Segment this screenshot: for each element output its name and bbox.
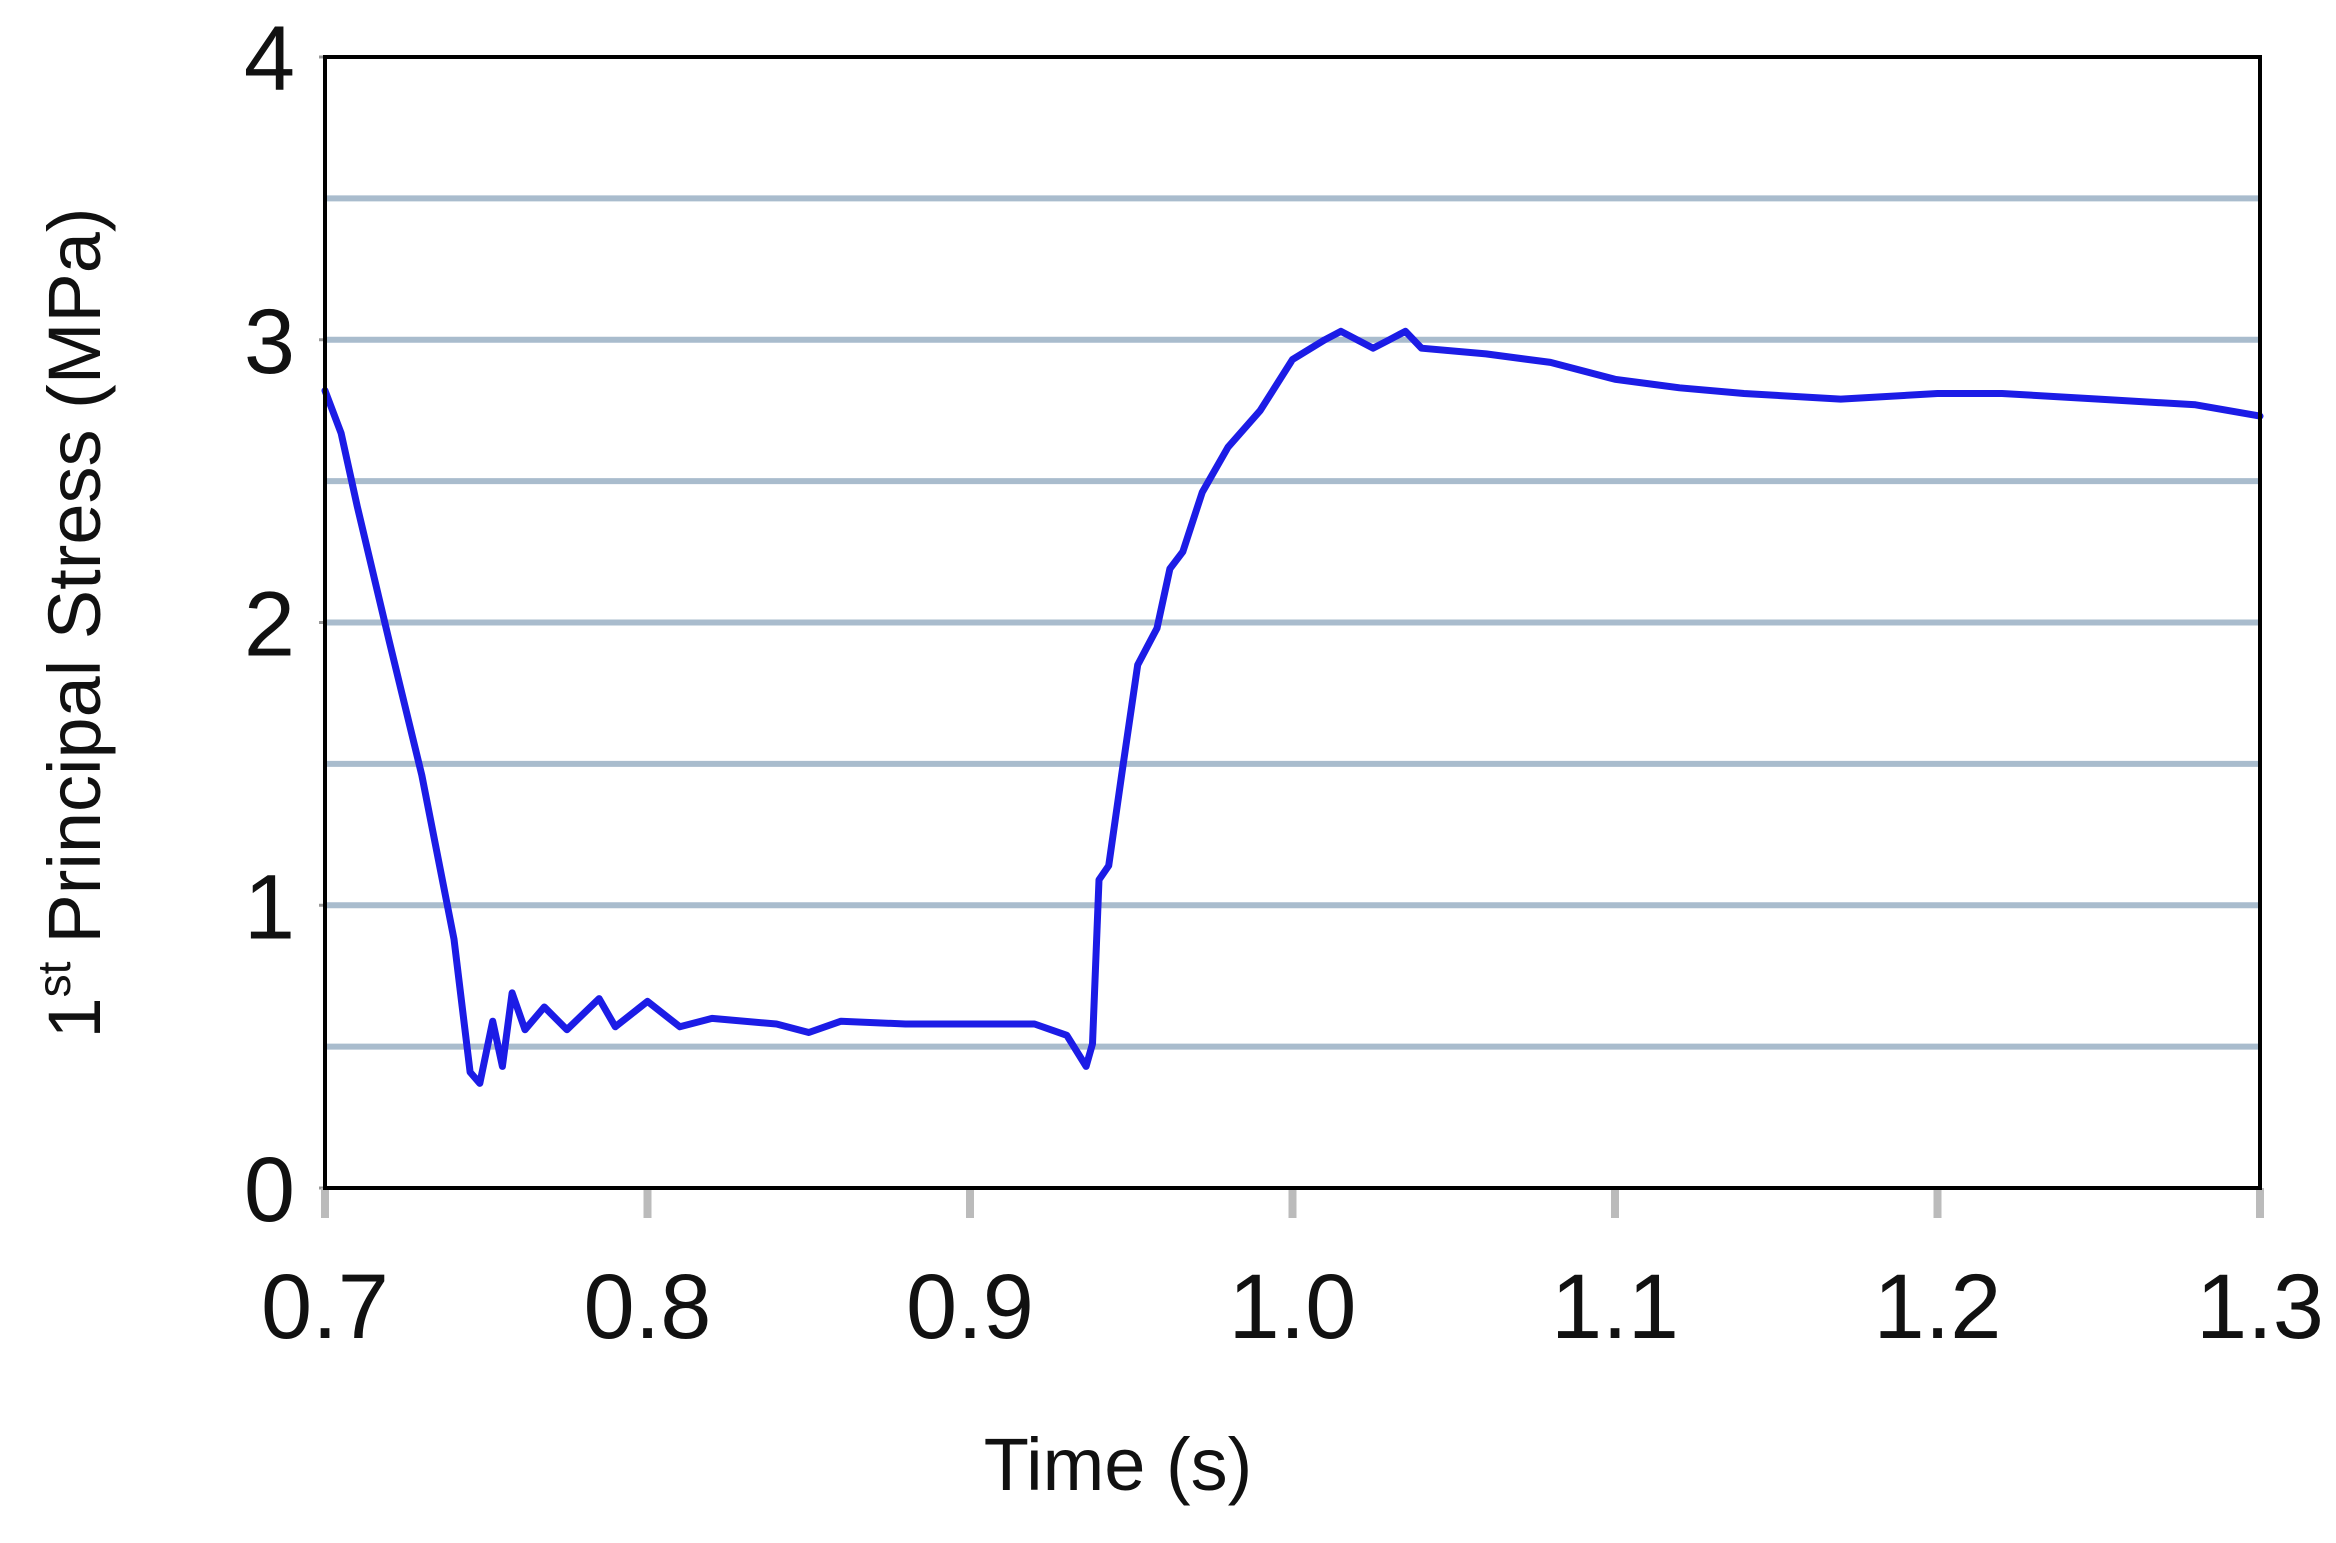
y-axis-label-text: Principal Stress (MPa) bbox=[33, 208, 116, 944]
x-tick-label: 0.7 bbox=[261, 1256, 389, 1358]
x-tick-label: 1.2 bbox=[1874, 1256, 2002, 1358]
y-axis-label-superscript: st bbox=[28, 961, 80, 997]
y-axis-label: 1st Principal Stress (MPa) bbox=[28, 208, 116, 1039]
grid bbox=[325, 195, 2260, 1050]
x-axis-label: Time (s) bbox=[984, 1423, 1253, 1506]
data-line bbox=[321, 327, 2264, 1087]
y-tick-label: 3 bbox=[244, 291, 295, 393]
x-tick-label: 1.0 bbox=[1229, 1256, 1357, 1358]
x-tick-label: 0.9 bbox=[906, 1256, 1034, 1358]
y-tick-label: 1 bbox=[244, 856, 295, 958]
x-tick-label: 1.1 bbox=[1551, 1256, 1679, 1358]
y-tick-label: 0 bbox=[244, 1139, 295, 1241]
plot-frame bbox=[323, 55, 2262, 1190]
y-axis-label-number: 1 bbox=[33, 997, 116, 1038]
x-tick-label: 1.3 bbox=[2196, 1256, 2324, 1358]
y-tick-label: 2 bbox=[244, 574, 295, 676]
y-tick-label: 4 bbox=[244, 8, 295, 110]
plot-area bbox=[321, 327, 2264, 1087]
x-tick-label: 0.8 bbox=[584, 1256, 712, 1358]
